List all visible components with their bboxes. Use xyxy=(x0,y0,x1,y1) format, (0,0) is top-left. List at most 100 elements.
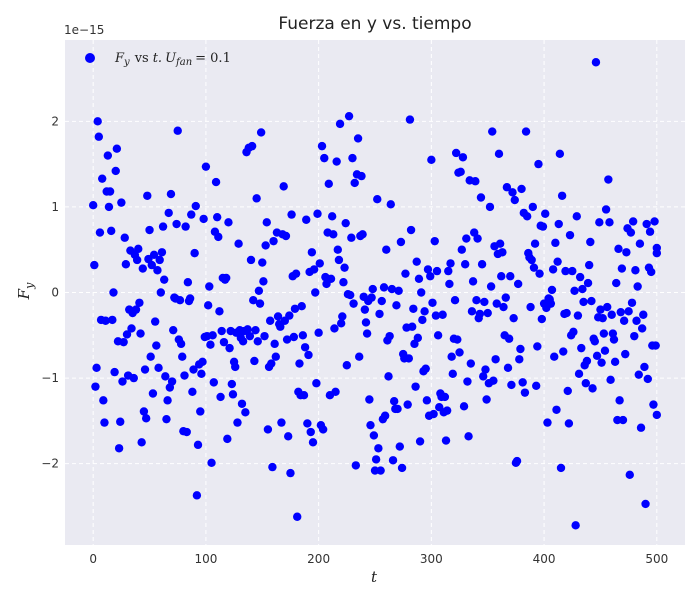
data-point xyxy=(433,331,443,340)
data-point xyxy=(205,282,214,291)
data-point xyxy=(417,288,426,297)
data-point xyxy=(293,512,302,521)
y-axis-label-subscript: y xyxy=(23,282,36,290)
data-point xyxy=(458,153,468,162)
data-point xyxy=(492,299,501,308)
data-point xyxy=(510,195,519,205)
data-point xyxy=(541,209,550,218)
data-point xyxy=(513,279,523,289)
data-point xyxy=(460,260,470,269)
data-point xyxy=(480,297,489,307)
data-point xyxy=(207,458,216,468)
data-point xyxy=(453,335,462,344)
data-point xyxy=(450,296,460,305)
data-point xyxy=(313,209,322,218)
data-point xyxy=(405,115,415,124)
data-point xyxy=(318,425,328,434)
data-point xyxy=(537,314,547,324)
y-tick-label: −1 xyxy=(41,371,59,385)
data-point xyxy=(243,325,252,334)
data-point xyxy=(552,405,561,414)
data-point xyxy=(427,155,436,165)
data-point xyxy=(423,265,433,274)
data-point xyxy=(279,182,288,191)
data-point xyxy=(94,132,104,141)
data-point xyxy=(336,319,346,328)
data-point xyxy=(384,372,393,381)
data-point xyxy=(105,187,115,196)
data-point xyxy=(238,337,248,346)
data-point xyxy=(227,379,237,389)
data-point xyxy=(348,153,357,163)
data-point xyxy=(140,365,150,374)
data-point xyxy=(394,286,403,295)
data-point xyxy=(575,272,585,282)
data-point xyxy=(508,188,517,197)
data-point xyxy=(515,355,524,364)
data-point xyxy=(548,265,558,274)
data-point xyxy=(172,219,181,229)
data-point xyxy=(191,201,200,211)
data-point xyxy=(312,379,321,388)
data-point xyxy=(360,305,370,314)
data-point xyxy=(335,119,345,129)
data-point xyxy=(430,236,439,246)
data-point xyxy=(362,329,372,338)
data-point xyxy=(488,127,497,136)
data-point xyxy=(152,341,161,350)
data-point xyxy=(534,159,543,169)
data-point xyxy=(414,274,424,284)
data-point xyxy=(499,302,508,312)
data-point xyxy=(535,269,544,278)
data-point xyxy=(624,307,633,316)
data-point xyxy=(332,157,341,166)
data-point xyxy=(395,442,404,451)
y-axis-ticks: −2 −1 0 1 2 xyxy=(41,114,59,470)
data-point xyxy=(245,331,255,341)
data-point xyxy=(203,301,213,310)
data-point xyxy=(603,302,612,312)
y-axis-label: Fy xyxy=(15,282,36,300)
data-point xyxy=(429,409,438,419)
data-point xyxy=(369,431,379,440)
data-point xyxy=(284,432,293,441)
data-point xyxy=(158,222,168,231)
data-point xyxy=(632,316,641,325)
data-point xyxy=(401,269,410,278)
data-point xyxy=(256,128,266,137)
data-point xyxy=(192,491,202,500)
data-point xyxy=(212,212,222,222)
data-point xyxy=(550,352,559,361)
data-point xyxy=(261,241,270,250)
data-point xyxy=(259,277,268,286)
data-point xyxy=(340,263,349,272)
data-point xyxy=(386,200,395,209)
data-point xyxy=(276,322,285,331)
data-point xyxy=(652,410,662,420)
data-point xyxy=(255,299,265,308)
data-point xyxy=(263,425,273,434)
y-tick-label: 0 xyxy=(51,286,59,300)
x-tick-label: 300 xyxy=(420,552,443,566)
data-point xyxy=(404,354,414,363)
data-point xyxy=(241,408,250,417)
data-point xyxy=(464,432,473,441)
data-point xyxy=(635,239,645,248)
data-point xyxy=(308,438,318,447)
data-point xyxy=(208,331,217,340)
data-point xyxy=(114,444,124,453)
data-point xyxy=(616,307,625,317)
data-point xyxy=(183,278,193,287)
y-axis-label-main: F xyxy=(15,288,33,300)
data-point xyxy=(559,347,568,356)
data-point xyxy=(501,293,510,302)
data-point xyxy=(547,285,557,295)
data-point xyxy=(485,202,495,212)
y-tick-label: 1 xyxy=(51,200,59,214)
data-point xyxy=(366,420,375,430)
data-point xyxy=(570,286,579,295)
data-point xyxy=(412,257,421,266)
data-point xyxy=(438,310,447,319)
data-point xyxy=(91,382,100,391)
